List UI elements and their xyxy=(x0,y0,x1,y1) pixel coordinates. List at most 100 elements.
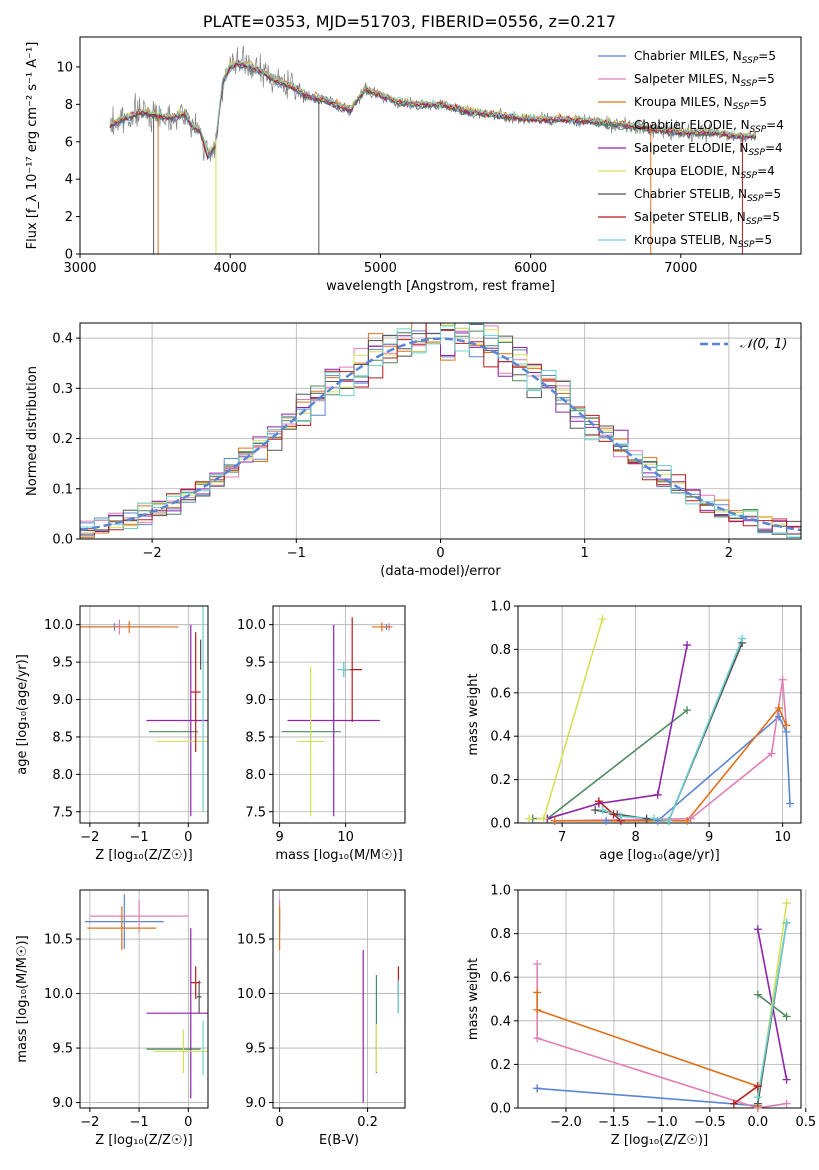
weight-marker-salpeter-stelib xyxy=(594,797,603,806)
weight-marker-kroupa-miles xyxy=(533,988,542,997)
weight-marker-salpeter-miles xyxy=(778,675,787,684)
weight-marker-kroupa-miles xyxy=(774,703,783,712)
weights-age-xlabel: age [log₁₀(age/yr)] xyxy=(599,848,720,863)
y-tick-label: 6 xyxy=(65,135,73,150)
y-tick-label: 8.5 xyxy=(245,730,266,745)
y-tick-label: 0.0 xyxy=(490,1102,511,1117)
weight-marker-chabrier-stelib xyxy=(591,805,600,814)
mass-ebv-plot-area xyxy=(279,899,399,1103)
weights-metallicity-xlabel: Z [log₁₀(Z/Z☉)] xyxy=(611,1133,708,1148)
x-tick-label: 3000 xyxy=(63,261,96,276)
y-tick-label: 0.4 xyxy=(490,1014,511,1029)
y-tick-label: 7.5 xyxy=(52,805,73,820)
legend-subscript: SSP xyxy=(746,217,763,227)
weight-marker-kroupa-elodie xyxy=(539,814,548,823)
y-tick-label: 9.0 xyxy=(52,693,73,708)
age-metallicity-plot-area xyxy=(80,606,208,817)
y-tick-label: 10.5 xyxy=(237,933,266,948)
y-tick-label: 0 xyxy=(65,248,73,263)
legend-entry: Salpeter MILES, NSSP=5 xyxy=(634,72,775,89)
weights-metallicity-ylabel: mass weight xyxy=(466,958,481,1040)
age-mass-plot-area xyxy=(281,617,393,817)
x-tick-label: −1 xyxy=(129,1115,148,1130)
x-tick-label: 7000 xyxy=(664,261,697,276)
y-tick-label: 0.3 xyxy=(52,382,73,397)
weight-marker-salpeter-elodie xyxy=(782,1075,791,1084)
y-tick-label: 10.5 xyxy=(44,933,73,948)
x-tick-label: 0 xyxy=(436,546,444,561)
spectrum-xlabel: wavelength [Angstrom, rest frame] xyxy=(326,279,555,294)
y-tick-label: 1.0 xyxy=(490,600,511,615)
x-tick-label: −0.5 xyxy=(694,1115,726,1130)
legend-subscript: SSP xyxy=(747,194,764,204)
y-tick-label: 0.2 xyxy=(52,432,73,447)
y-tick-label: 0.6 xyxy=(490,971,511,986)
x-tick-label: 10 xyxy=(337,830,354,845)
x-tick-label: 5000 xyxy=(364,261,397,276)
normal-curve xyxy=(80,337,801,532)
mass-metallicity-panel: −2 −1 0 9.0 9.5 10.0 10.5 Z [log₁₀(Z/Z☉)] mass [… xyxy=(15,889,209,1148)
x-tick-label: 10 xyxy=(774,830,791,845)
x-tick-label: −1 xyxy=(287,546,306,561)
age-metallicity-panel: −2 −1 0 7.5 8.0 8.5 9.0 9.5 10.0 Z [log₁₀(Z/Z☉)] a… xyxy=(15,605,209,863)
legend-subscript: SSP xyxy=(733,102,750,112)
legend-subscript: SSP xyxy=(741,171,758,181)
weight-line-salpeter-stelib xyxy=(733,1085,759,1105)
histogram-salpeter-stelib xyxy=(80,323,801,531)
y-tick-label: 0.2 xyxy=(490,773,511,788)
x-tick-label: 8 xyxy=(631,830,639,845)
y-tick-label: 0.4 xyxy=(490,730,511,745)
weight-line-chabrier-miles xyxy=(606,715,791,822)
y-tick-label: 10.0 xyxy=(44,987,73,1002)
weight-marker-kroupa-miles xyxy=(683,816,692,825)
legend-subscript: SSP xyxy=(748,148,765,158)
y-tick-label: 2 xyxy=(65,210,73,225)
legend-subscript: SSP xyxy=(750,125,767,135)
weight-line-salpeter-miles xyxy=(554,679,788,822)
x-tick-label: −1.0 xyxy=(646,1115,678,1130)
legend-count: =5 xyxy=(758,49,776,63)
x-tick-label: 0.0 xyxy=(747,1115,768,1130)
mass-metallicity-xlabel: Z [log₁₀(Z/Z☉)] xyxy=(95,1133,192,1148)
age-mass-panel: 9 10 7.5 8.0 8.5 9.0 9.5 10.0 mass [log₁₀(M/M☉)] xyxy=(237,605,406,863)
legend-subscript: SSP xyxy=(738,240,755,250)
weight-marker-salpeter-elodie xyxy=(753,925,762,934)
weight-marker-salpeter-stelib xyxy=(753,1082,762,1091)
y-tick-label: 0.0 xyxy=(52,533,73,548)
spectrum-frame xyxy=(79,36,802,255)
y-tick-label: 9.5 xyxy=(245,1042,266,1057)
x-tick-label: 0.5 xyxy=(795,1115,816,1130)
weight-line-kroupa-miles xyxy=(554,706,788,822)
weight-marker-chabrier-miles xyxy=(785,799,794,808)
x-tick-label: 9 xyxy=(275,830,283,845)
age-metallicity-frame xyxy=(79,605,209,824)
weight-marker-chabrier-elodie xyxy=(753,990,762,999)
figure-title: PLATE=0353, MJD=51703, FIBERID=0556, z=0… xyxy=(202,12,617,31)
weight-marker-salpeter-elodie xyxy=(683,641,692,650)
legend-subscript: SSP xyxy=(742,56,759,66)
weight-line-salpeter-elodie xyxy=(547,644,688,820)
x-tick-label: −2 xyxy=(143,546,162,561)
y-tick-label: 4 xyxy=(65,173,73,188)
model-spectrum-kroupa-stelib xyxy=(109,60,757,158)
mass-metallicity-frame xyxy=(79,889,209,1109)
weight-marker-salpeter-stelib xyxy=(729,1099,738,1108)
x-tick-label: 0 xyxy=(184,1115,192,1130)
residuals-plot-area xyxy=(80,323,801,539)
weight-marker-salpeter-miles xyxy=(533,960,542,969)
y-tick-label: 9.5 xyxy=(52,1042,73,1057)
age-mass-frame xyxy=(272,605,406,824)
weight-marker-kroupa-stelib xyxy=(782,918,791,927)
y-tick-label: 9.0 xyxy=(52,1096,73,1111)
x-tick-label: −1 xyxy=(129,830,148,845)
legend-count: =5 xyxy=(754,233,772,247)
y-tick-label: 9.5 xyxy=(245,656,266,671)
spectrum-panel: 3000 4000 5000 6000 7000 0 2 4 6 8 10 wavelength [A… xyxy=(25,36,802,294)
weight-marker-chabrier-miles xyxy=(602,816,611,825)
x-tick-label: 6000 xyxy=(514,261,547,276)
age-metallicity-ylabel: age [log₁₀(age/yr)] xyxy=(15,654,30,775)
y-tick-label: 10.0 xyxy=(44,618,73,633)
weight-line-kroupa-stelib xyxy=(757,922,788,1098)
x-tick-label: −2 xyxy=(80,830,99,845)
